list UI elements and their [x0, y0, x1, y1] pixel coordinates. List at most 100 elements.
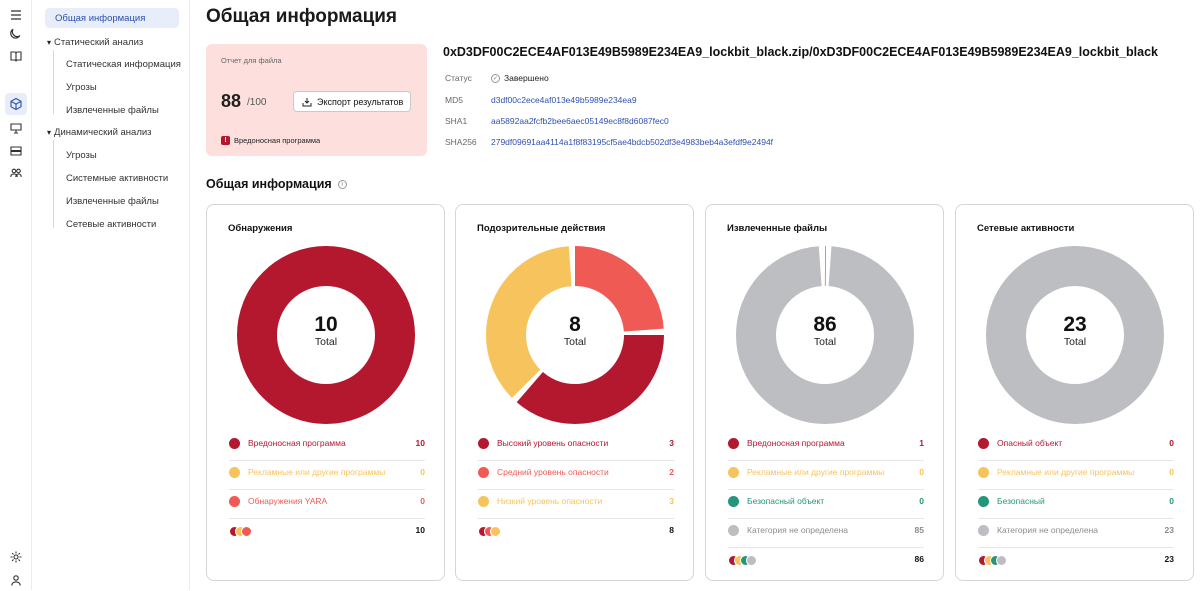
nav-item-static-extracted[interactable]: Извлеченные файлы — [66, 105, 159, 116]
legend-row[interactable]: Средний уровень опасности 2 — [478, 461, 674, 490]
legend: Вредоносная программа 1 Рекламные или друг… — [728, 432, 924, 577]
total-label: Total — [813, 336, 837, 348]
legend-dot — [229, 467, 240, 478]
legend-value: 23 — [1164, 525, 1174, 535]
book-icon[interactable] — [5, 45, 27, 67]
cube-icon[interactable] — [5, 93, 27, 115]
main-content: Общая информация Отчет для файла 88 /100… — [206, 0, 1196, 590]
legend-value: 0 — [919, 496, 924, 506]
legend-dot-stack — [978, 555, 1007, 567]
total-value: 23 — [1063, 313, 1087, 336]
nav-group-dynamic[interactable]: Динамический анализ — [47, 127, 152, 138]
sha1-label: SHA1 — [445, 116, 468, 126]
status-value: Завершено — [504, 73, 549, 83]
donut-slice[interactable] — [486, 246, 664, 424]
donut-slice[interactable] — [486, 246, 664, 424]
legend-row[interactable]: Рекламные или другие программы 0 — [229, 461, 425, 490]
sha256-value[interactable]: 279df09691aa4114a1f8f83195cf5ae4bdcb502d… — [491, 137, 774, 147]
section-title-text: Общая информация — [206, 177, 332, 191]
nav-item-network-activity[interactable]: Сетевые активности — [66, 219, 157, 230]
legend-label: Рекламные или другие программы — [248, 467, 386, 477]
legend-sum: 86 — [914, 554, 924, 564]
legend-dot — [478, 496, 489, 507]
total-label: Total — [1063, 336, 1087, 348]
legend-label: Безопасный — [997, 496, 1045, 506]
report-scorecard: Отчет для файла 88 /100 Экспорт результа… — [206, 44, 427, 156]
legend-dot — [978, 496, 989, 507]
legend-dot — [490, 526, 501, 537]
donut-slice[interactable] — [237, 246, 415, 424]
legend-row[interactable]: Безопасный 0 — [978, 490, 1174, 519]
legend-label: Рекламные или другие программы — [997, 467, 1135, 477]
legend-value: 3 — [669, 496, 674, 506]
donut-slice[interactable] — [736, 246, 914, 424]
file-name: 0xD3DF00C2ECE4AF013E49B5989E234EA9_lockb… — [443, 45, 1158, 59]
legend-row[interactable]: Вредоносная программа 10 — [229, 432, 425, 461]
total-value: 86 — [813, 313, 837, 336]
section-title: Общая информация i — [206, 177, 347, 191]
nav-item-static-info[interactable]: Статическая информация — [66, 59, 181, 70]
legend-label: Вредоносная программа — [747, 438, 845, 448]
legend: Вредоносная программа 10 Рекламные или дру… — [229, 432, 425, 548]
sha1-value[interactable]: aa5892aa2fcfb2bee6aec05149ec8f8d6087fec0 — [491, 116, 669, 126]
stat-card: Подозрительные действия 8 Total Высокий уро… — [455, 204, 694, 581]
legend-row[interactable]: Вредоносная программа 1 — [728, 432, 924, 461]
nav-item-system-activity[interactable]: Системные активности — [66, 173, 169, 184]
nav-group-static[interactable]: Статический анализ — [47, 37, 143, 48]
legend-row[interactable]: Рекламные или другие программы 0 — [978, 461, 1174, 490]
total-label: Total — [563, 336, 587, 348]
legend-dot — [229, 496, 240, 507]
nav-item-static-threats[interactable]: Угрозы — [66, 82, 97, 93]
legend-row[interactable]: Рекламные или другие программы 0 — [728, 461, 924, 490]
donut-slice[interactable] — [486, 246, 664, 424]
check-circle-icon: ✓ — [491, 73, 500, 83]
legend-label: Низкий уровень опасности — [497, 496, 603, 506]
gear-icon[interactable] — [5, 546, 27, 568]
donut-slice[interactable] — [736, 246, 914, 424]
legend-dot — [229, 438, 240, 449]
monitor-icon[interactable] — [5, 117, 27, 139]
legend-total-row: 23 — [978, 548, 1174, 577]
legend-total-row: 10 — [229, 519, 425, 548]
nav-item-overview[interactable]: Общая информация — [45, 8, 179, 28]
legend-row[interactable]: Обнаружения YARA 0 — [229, 490, 425, 519]
moon-icon[interactable] — [5, 22, 27, 44]
legend-value: 3 — [669, 438, 674, 448]
legend-dot — [746, 555, 757, 566]
legend-value: 2 — [669, 467, 674, 477]
menu-icon[interactable] — [5, 4, 27, 26]
legend-dot — [978, 525, 989, 536]
page-title: Общая информация — [206, 6, 398, 27]
legend-row[interactable]: Безопасный объект 0 — [728, 490, 924, 519]
md5-value[interactable]: d3df00c2ece4af013e49b5989e234ea9 — [491, 95, 637, 105]
legend-dot — [478, 467, 489, 478]
tree-line — [53, 50, 54, 114]
donut-slice[interactable] — [986, 246, 1164, 424]
legend-row[interactable]: Высокий уровень опасности 3 — [478, 432, 674, 461]
export-results-button[interactable]: Экспорт результатов — [293, 91, 411, 112]
legend-dot-stack — [478, 526, 501, 538]
legend-value: 0 — [1169, 467, 1174, 477]
legend-dot — [728, 496, 739, 507]
total-value: 8 — [569, 313, 581, 336]
tree-line — [53, 140, 54, 228]
verdict-badge: ! Вредоносная программа — [221, 136, 320, 145]
alert-icon: ! — [221, 136, 230, 145]
legend-row[interactable]: Опасный объект 0 — [978, 432, 1174, 461]
report-label: Отчет для файла — [221, 56, 282, 65]
user-icon[interactable] — [5, 569, 27, 591]
nav-item-dynamic-extracted[interactable]: Извлеченные файлы — [66, 196, 159, 207]
legend-row[interactable]: Категория не определена 85 — [728, 519, 924, 548]
storage-icon[interactable] — [5, 140, 27, 162]
legend-row[interactable]: Категория не определена 23 — [978, 519, 1174, 548]
score-value: 88 — [221, 91, 242, 111]
nav-item-dynamic-threats[interactable]: Угрозы — [66, 150, 97, 161]
card-title: Обнаружения — [228, 223, 293, 234]
legend-row[interactable]: Низкий уровень опасности 3 — [478, 490, 674, 519]
legend-total-row: 86 — [728, 548, 924, 577]
legend-dot — [996, 555, 1007, 566]
users-icon[interactable] — [5, 162, 27, 184]
legend-label: Обнаружения YARA — [248, 496, 328, 506]
info-icon[interactable]: i — [337, 179, 347, 189]
legend-label: Высокий уровень опасности — [497, 438, 609, 448]
